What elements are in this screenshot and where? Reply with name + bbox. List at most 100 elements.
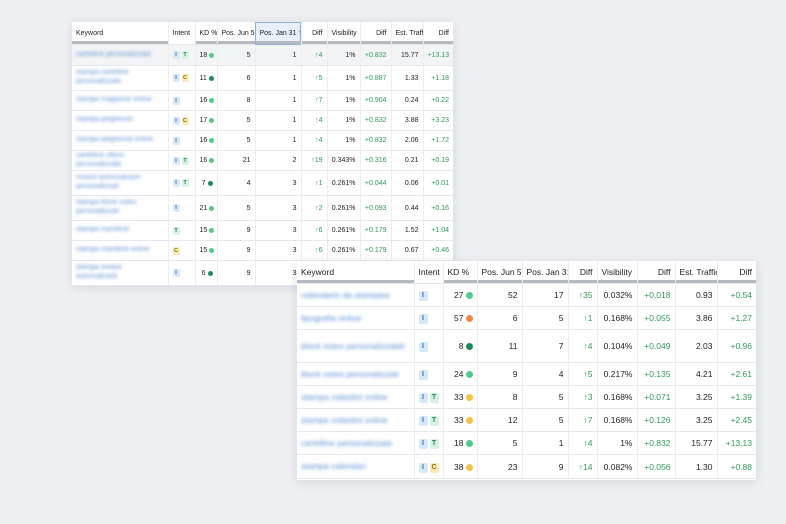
col-keyword-header[interactable]: Keyword [72, 22, 169, 45]
col-pos-jun5-header[interactable]: Pos. Jun 5 [477, 261, 523, 284]
table-row[interactable]: stampa pieghevoli online I 16 5 1 ↑4 1% +0.832 2… [72, 130, 453, 151]
table-row[interactable]: moduli autoricalcanti personalizzati I T 7 4… [72, 170, 453, 196]
keyword-link[interactable]: stampa magazine online [76, 96, 152, 104]
kd-difficulty-dot-icon [209, 248, 215, 253]
keyword-link[interactable]: stampa pieghevoli [76, 116, 133, 124]
keyword-link[interactable]: stampe volantini online [301, 414, 388, 425]
table-row[interactable]: block notes personalizzati I 24 9 4 ↑5 0.217% +… [297, 362, 756, 386]
traffic-diff-cell: +1.72 [423, 130, 453, 151]
position-diff-cell: ↑19 [301, 150, 328, 171]
pos-jan31-cell: 1 [255, 110, 302, 131]
col-traffic-diff-header[interactable]: Diff [423, 22, 453, 45]
table-row[interactable]: stampa manifesti online C 15 9 3 ↑6 0.261% +0.1… [72, 240, 453, 261]
traffic-diff-cell: +13.13 [717, 431, 756, 455]
keyword-link[interactable]: stampa cartelline personalizzate [76, 69, 129, 85]
pos-jan31-cell: 5 [522, 306, 569, 330]
table-row[interactable]: tipografia online I 57 6 5 ↑1 0.168% +0.055 3.86… [297, 306, 756, 330]
traffic-cell: 1.33 [391, 65, 424, 91]
keyword-link[interactable]: tipografia online [301, 312, 362, 323]
traffic-diff-cell: +2.45 [717, 408, 756, 432]
visibility-diff-cell: +0.018 [637, 283, 676, 307]
table-row[interactable]: stampa pieghevoli I C 17 5 1 ↑4 1% +0.832 3.88 +3.… [72, 110, 453, 131]
pos-jun5-cell: 12 [477, 408, 523, 432]
keyword-link[interactable]: stampa calendari [301, 461, 366, 472]
intent-cell: I [414, 329, 444, 363]
keyword-link[interactable]: cartelline personalizzate [76, 50, 152, 58]
table-row[interactable]: stampa magazine online I 16 8 1 ↑7 1% +0.904 0.2… [72, 90, 453, 111]
traffic-cell: 1.30 [675, 454, 718, 479]
pos-jan31-cell: 5 [522, 408, 569, 432]
keyword-link[interactable]: block notes personalizzabili [301, 340, 405, 351]
col-visibility-header[interactable]: Visibility [327, 22, 361, 45]
kd-difficulty-dot-icon [209, 118, 215, 123]
pos-jan31-cell: 5 [522, 385, 569, 409]
table-row[interactable]: stampe volantini online I T 33 12 5 ↑7 0.168% +0… [297, 408, 756, 432]
table-row[interactable]: stampa calendari I C 38 23 9 ↑14 0.082% +0.056 1.… [297, 454, 756, 479]
col-keyword-header[interactable]: Keyword [297, 261, 415, 284]
table-row[interactable]: cartelline personalizzate I T 18 5 1 ↑4 1% +0.83… [297, 431, 756, 455]
col-visibility-header[interactable]: Visibility [597, 261, 638, 284]
traffic-cell: 3.25 [675, 385, 718, 409]
intent-badge: C [181, 74, 189, 82]
keyword-link[interactable]: block notes personalizzati [301, 368, 399, 379]
keyword-cell: stampa block notes personalizzati [72, 195, 169, 221]
col-pos-jan31-header[interactable]: Pos. Jan 31 [522, 261, 569, 284]
traffic-diff-cell: +0.54 [717, 283, 756, 307]
visibility-diff-cell: +0.056 [637, 454, 676, 479]
visibility-diff-cell: +0.832 [360, 110, 392, 131]
sort-icon[interactable]: ⇅ [298, 31, 300, 37]
col-intent-header[interactable]: Intent [168, 22, 196, 45]
col-intent-header[interactable]: Intent [414, 261, 444, 284]
position-diff-cell: ↑4 [301, 44, 328, 66]
pos-jun5-cell: 52 [477, 283, 523, 307]
col-diff-header[interactable]: Diff [568, 261, 598, 284]
table-row[interactable]: stampa volantini online I T 33 8 5 ↑3 0.168% +0.… [297, 385, 756, 409]
intent-badge: I [418, 291, 428, 301]
keyword-link[interactable]: cartelline ufficio personalizzate [76, 151, 125, 168]
table-row[interactable]: block notes personalizzabili I 8 11 7 ↑4 0.104… [297, 329, 756, 363]
keyword-link[interactable]: calendario da stampare [301, 289, 390, 300]
col-traffic-header[interactable]: Est. Traffic [391, 22, 424, 45]
keyword-link[interactable]: stampa block notes personalizzati [76, 199, 137, 215]
keyword-link[interactable]: cartelline personalizzate [301, 437, 393, 448]
traffic-cell: 0.21 [391, 150, 424, 171]
keyword-link[interactable]: stampa manifesti online [76, 246, 150, 254]
pos-jan31-cell: 3 [255, 240, 302, 261]
table-row[interactable]: calendario da stampare I 27 52 17 ↑35 0.032% +0… [297, 283, 756, 307]
col-pos-jun5-header[interactable]: Pos. Jun 5 [217, 22, 256, 45]
col-vis-diff-header[interactable]: Diff [637, 261, 676, 284]
keyword-link[interactable]: moduli autoricalcanti personalizzati [76, 174, 140, 190]
table-row[interactable]: stampa cartelline personalizzate I C 11 6 1 ↑5… [72, 65, 453, 91]
keyword-link[interactable]: stampa moduli autoricalcanti [76, 264, 122, 280]
keyword-link[interactable]: stampa manifesti [76, 226, 129, 234]
pos-jan31-cell: 7 [522, 329, 569, 363]
table-row[interactable]: cartelline personalizzate I T 18 5 1 ↑4 1% +0.83… [72, 44, 453, 66]
table-row[interactable]: stampa block notes personalizzati I 21 5 3 ↑2… [72, 195, 453, 221]
keyword-link[interactable]: stampa volantini online [301, 391, 388, 402]
pos-jun5-cell: 9 [217, 220, 256, 241]
kd-difficulty-dot-icon [465, 371, 473, 378]
keyword-cell: cartelline ufficio personalizzate [72, 150, 169, 171]
kd-cell: 16 [195, 130, 218, 151]
traffic-diff-cell: +0.96 [717, 329, 756, 363]
kd-cell: 11 [195, 65, 218, 91]
intent-badge: I [418, 314, 428, 324]
keyword-cell: stampa manifesti [72, 220, 169, 241]
visibility-diff-cell: +0.179 [360, 220, 392, 241]
col-traffic-diff-header[interactable]: Diff [717, 261, 756, 284]
keyword-link[interactable]: stampa pieghevoli online [76, 136, 154, 144]
col-traffic-header[interactable]: Est. Traffic [675, 261, 718, 284]
position-diff-cell: ↑4 [301, 110, 328, 131]
col-kd-header[interactable]: KD % [195, 22, 218, 45]
col-diff-header[interactable]: Diff [301, 22, 328, 45]
col-kd-header[interactable]: KD % [443, 261, 478, 284]
col-vis-diff-header[interactable]: Diff [360, 22, 392, 45]
kd-cell: 33 [443, 385, 478, 409]
col-pos-jan31-header[interactable]: Pos. Jan 31 ⇅ [255, 22, 302, 45]
table-row[interactable]: cartelline ufficio personalizzate I T 16 21 2… [72, 150, 453, 171]
kd-cell: 24 [443, 362, 478, 386]
pos-jan31-cell: 1 [522, 431, 569, 455]
table-row[interactable]: stampa manifesti T 15 9 3 ↑6 0.261% +0.179 1.52 +… [72, 220, 453, 241]
